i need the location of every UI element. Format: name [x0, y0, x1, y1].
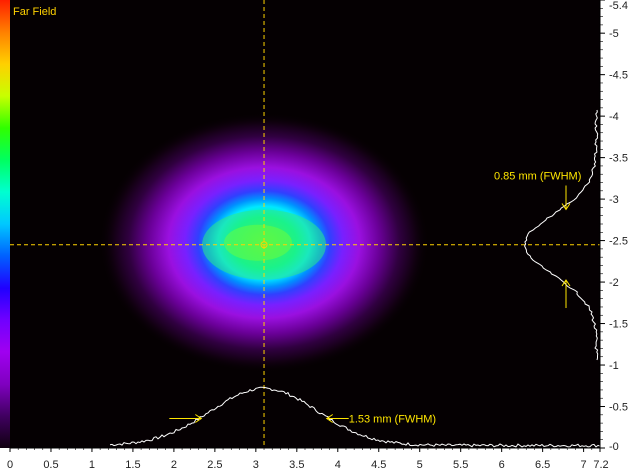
x-tick-label: 4.5 — [371, 459, 386, 471]
horizontal-profile-line — [109, 386, 600, 448]
vertical-profile-line — [524, 109, 599, 361]
vertical-fwhm-label: 0.85 mm (FWHM) — [494, 170, 581, 182]
colorbar-scale — [0, 0, 10, 448]
x-tick-label: 0 — [7, 459, 13, 471]
x-tick-label: 1.5 — [125, 459, 140, 471]
far-field-image[interactable]: 1.53 mm (FWHM) 0.85 mm (FWHM) Far Field — [10, 0, 600, 448]
x-tick-label: 3.5 — [289, 459, 304, 471]
y-tick-label: -0.5 — [609, 402, 628, 414]
beam-spot — [99, 112, 430, 373]
fwhm-annotations: 1.53 mm (FWHM) 0.85 mm (FWHM) — [169, 170, 581, 426]
y-tick-label: -5 — [609, 28, 619, 40]
y-tick-label: -2 — [609, 277, 619, 289]
fwhm-arrow-left-head — [195, 414, 203, 423]
fwhm-arrow-right-head — [325, 414, 333, 423]
fwhm-arrow-top-head — [561, 203, 571, 211]
x-tick-label: 3 — [253, 459, 259, 471]
y-axis: -0 -0.5 -1 -1.5 -2 -2.5 -3 -3.5 -4 -4.5 -5 -5.4 — [599, 0, 628, 453]
y-tick-label: -0 — [609, 441, 619, 453]
x-axis: 0 0.5 1 1.5 2 2.5 3 3.5 4 4.5 5 5.5 6 6.5 7 7.2 — [7, 447, 609, 471]
x-tick-label: 7 — [581, 459, 587, 471]
beam-peak — [224, 224, 293, 261]
x-tick-label: 0.5 — [43, 459, 58, 471]
crosshair-center — [260, 241, 268, 249]
y-tick-label: -5.4 — [609, 0, 628, 12]
intensity-profiles — [109, 109, 600, 448]
x-tick-label: 4 — [335, 459, 341, 471]
x-tick-label: 6.5 — [535, 459, 550, 471]
x-tick-label: 7.2 — [593, 459, 608, 471]
x-tick-label: 5.5 — [453, 459, 468, 471]
x-tick-label: 6 — [499, 459, 505, 471]
x-tick-label: 5 — [417, 459, 423, 471]
x-tick-label: 1 — [89, 459, 95, 471]
x-tick-label: 2.5 — [207, 459, 222, 471]
y-tick-label: -1.5 — [609, 319, 628, 331]
crosshair — [10, 0, 600, 448]
x-tick-label: 2 — [171, 459, 177, 471]
y-tick-label: -3 — [609, 194, 619, 206]
fwhm-arrow-bottom-head — [561, 279, 571, 287]
y-tick-label: -4.5 — [609, 70, 628, 82]
plot-title: Far Field — [13, 6, 57, 18]
y-tick-label: -3.5 — [609, 153, 628, 165]
beam-profile-plot: 1.53 mm (FWHM) 0.85 mm (FWHM) — [10, 0, 600, 448]
horizontal-fwhm-label: 1.53 mm (FWHM) — [349, 414, 436, 426]
y-tick-label: -4 — [609, 111, 619, 123]
y-tick-label: -2.5 — [609, 236, 628, 248]
y-tick-label: -1 — [609, 360, 619, 372]
